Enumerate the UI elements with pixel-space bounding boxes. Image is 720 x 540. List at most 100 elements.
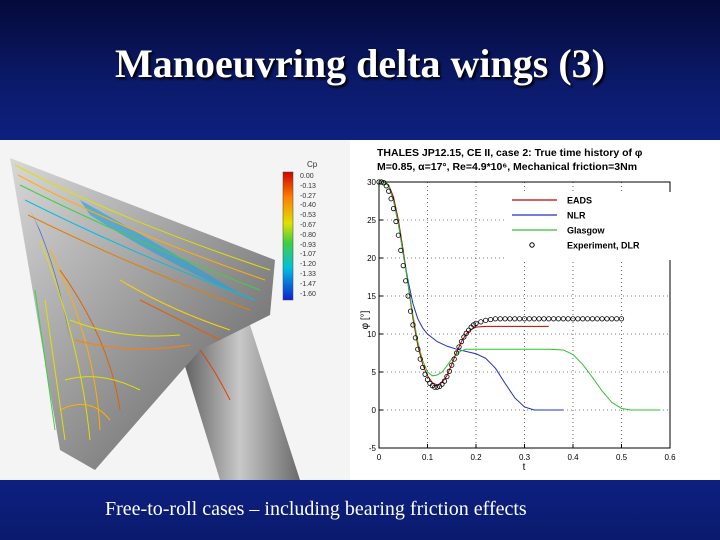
data-point-experiment-dlr [599,316,605,322]
footer-caption: Free-to-roll cases – including bearing f… [105,498,527,520]
data-point-experiment-dlr [446,368,452,374]
data-point-experiment-dlr [398,247,404,254]
data-point-experiment-dlr [512,316,518,322]
y-tick-label: -5 [369,444,377,453]
y-axis-label: φ [°] [360,310,371,329]
data-point-experiment-dlr [449,362,455,368]
legend-label-glasgow: Glasgow [567,226,606,236]
legend-label-nlr: NLR [567,211,586,221]
data-point-experiment-dlr [609,316,615,322]
legend-box [505,192,671,260]
data-point-experiment-dlr [424,377,431,383]
data-point-experiment-dlr [405,293,411,299]
data-point-experiment-dlr [575,316,581,322]
y-tick-label: 0 [372,406,377,415]
colorbar-tick: -1.47 [300,280,316,288]
data-point-experiment-dlr [454,350,460,356]
legend-label-eads: EADS [567,196,592,206]
data-point-experiment-dlr [456,344,462,350]
data-point-experiment-dlr [507,316,513,322]
y-tick-label: 25 [367,216,376,225]
data-point-experiment-dlr [420,364,426,371]
data-point-experiment-dlr [497,316,503,322]
roll-angle-chart: THALES JP12.15, CE II, case 2: True time… [352,140,720,480]
x-tick-label: 0.4 [567,453,579,462]
colorbar-tick: -0.80 [300,231,316,239]
colorbar-tick: -0.93 [300,241,316,249]
y-tick-label: 10 [367,330,376,339]
colorbar-tick: -0.27 [300,192,316,200]
data-point-experiment-dlr [604,316,610,322]
colorbar-tick: -1.07 [300,251,316,259]
data-point-experiment-dlr [570,316,576,322]
legend-marker-experiment-dlr [529,242,535,248]
data-point-experiment-dlr [589,316,595,322]
data-point-experiment-dlr [417,356,423,362]
colorbar-label: Cp [307,160,318,169]
data-point-experiment-dlr [458,339,465,345]
data-point-experiment-dlr [376,179,382,185]
slide-title: Manoeuvring delta wings (3) [115,41,605,86]
colorbar-tick: -0.40 [300,202,316,210]
colorbar-tick: -1.20 [300,261,316,269]
data-point-experiment-dlr [441,378,448,384]
data-point-experiment-dlr [473,320,479,326]
x-tick-label: 0.6 [664,453,676,462]
x-tick-label: 0.3 [519,453,531,462]
data-point-experiment-dlr [483,317,489,323]
data-point-experiment-dlr [403,278,409,284]
data-point-experiment-dlr [551,316,557,322]
data-point-experiment-dlr [526,316,532,322]
chart-title-line1: THALES JP12.15, CE II, case 2: True time… [377,147,643,159]
x-tick-label: 0.1 [422,453,434,462]
data-point-experiment-dlr [395,232,402,238]
data-point-experiment-dlr [461,334,467,340]
data-point-experiment-dlr [594,316,600,322]
data-point-experiment-dlr [565,316,571,322]
data-point-experiment-dlr [383,183,389,189]
colorbar-tick: -0.13 [300,182,316,190]
colorbar-tick: -1.33 [300,270,316,278]
chart-title-line2: M=0.85, α=17°, Re=4.9*10⁶, Mechanical fr… [377,161,637,173]
data-point-experiment-dlr [502,316,508,322]
x-tick-label: 0.5 [616,453,628,462]
colorbar-tick: 0.00 [300,173,314,180]
data-point-experiment-dlr [422,371,428,377]
data-point-experiment-dlr [492,316,498,322]
data-point-experiment-dlr [444,373,450,380]
data-point-experiment-dlr [531,316,537,322]
data-point-experiment-dlr [386,188,392,194]
y-tick-label: 5 [372,368,377,377]
x-axis-label: t [523,462,526,473]
data-point-experiment-dlr [555,316,562,322]
colorbar-tick: -1.60 [300,290,316,298]
data-point-experiment-dlr [412,335,418,341]
colorbar-ticks: 0.00 -0.13 -0.27 -0.40 -0.53 -0.67 -0.80 -0.93 -… [300,172,326,299]
data-point-experiment-dlr [388,196,394,202]
data-point-experiment-dlr [618,316,625,322]
data-point-experiment-dlr [410,322,416,328]
title-banner [0,0,720,140]
y-tick-label: 20 [367,254,376,263]
data-point-experiment-dlr [407,308,414,314]
wing-image [0,140,350,480]
data-point-experiment-dlr [393,218,399,225]
data-point-experiment-dlr [415,346,421,352]
data-point-experiment-dlr [521,316,528,322]
data-point-experiment-dlr [517,316,523,322]
footer-bar [0,480,720,540]
data-point-experiment-dlr [541,316,547,322]
data-point-experiment-dlr [390,206,397,212]
data-point-experiment-dlr [451,356,457,362]
data-point-experiment-dlr [580,316,586,322]
y-tick-label: 15 [367,292,376,301]
data-point-experiment-dlr [478,319,484,325]
data-point-experiment-dlr [560,316,566,322]
legend-label-experiment-dlr: Experiment, DLR [567,241,640,251]
data-point-experiment-dlr [546,316,552,322]
x-tick-label: 0 [377,453,382,462]
data-point-experiment-dlr [378,179,385,185]
data-point-experiment-dlr [614,316,620,322]
data-point-experiment-dlr [584,316,591,322]
x-tick-label: 0.2 [470,453,482,462]
